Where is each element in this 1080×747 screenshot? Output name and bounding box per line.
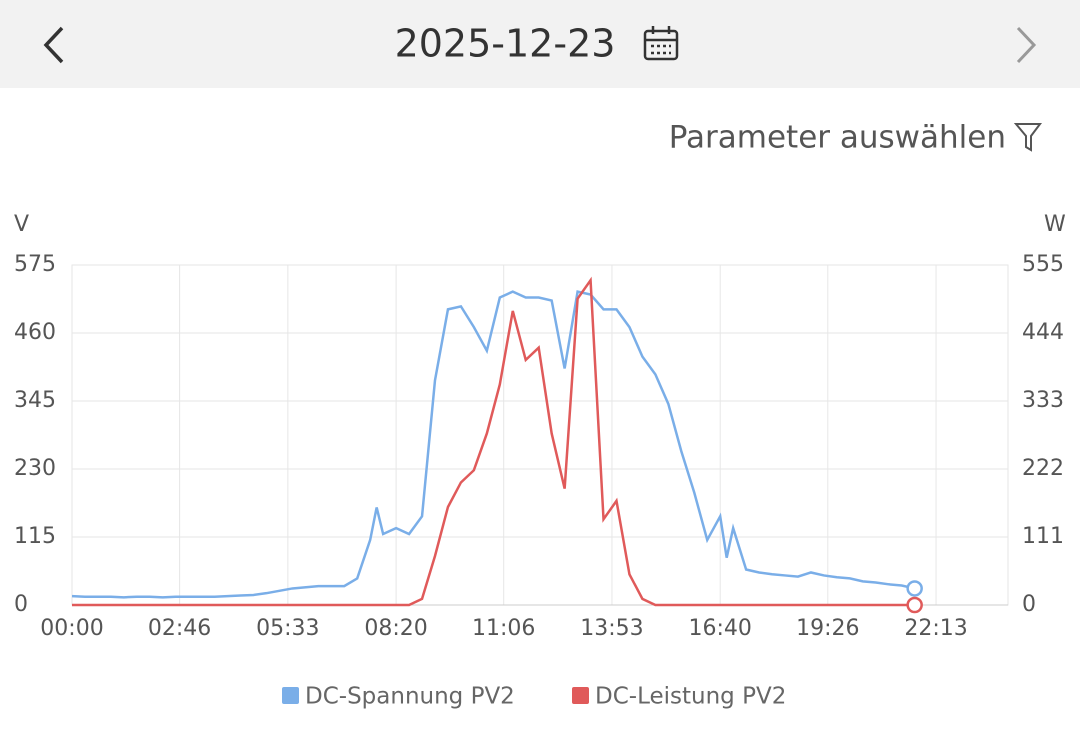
- date: 2025-12-23: [395, 22, 616, 66]
- legend-label: DC-Leistung PV2: [595, 684, 786, 710]
- header-bar: [0, 0, 1080, 88]
- y2-tick-label: 555: [1022, 252, 1064, 277]
- x-tick-label: 22:13: [904, 616, 967, 641]
- legend-label: DC-Spannung PV2: [305, 684, 515, 710]
- y2-tick-label: 444: [1022, 320, 1064, 345]
- y2-tick-label: 333: [1022, 388, 1064, 413]
- forward-button[interactable]: [1016, 26, 1037, 64]
- legend-swatch: [572, 687, 589, 704]
- y-tick-label: 575: [14, 252, 56, 277]
- x-tick-label: 02:46: [148, 616, 211, 641]
- y2-tick-label: 222: [1022, 456, 1064, 481]
- legend-swatch: [282, 687, 299, 704]
- x-tick-label: 00:00: [40, 616, 103, 641]
- series-line: [71, 290, 915, 599]
- back-button[interactable]: [43, 26, 64, 64]
- calendar-button[interactable]: [643, 26, 679, 61]
- x-tick-label: 16:40: [688, 616, 751, 641]
- parameter-select[interactable]: Parameter auswählen: [669, 120, 1006, 156]
- y2-tick-label: 111: [1022, 524, 1064, 549]
- end-point: [906, 580, 923, 597]
- y2-tick-label: 0: [1022, 592, 1036, 617]
- y2-axis-unit: W: [1044, 212, 1066, 237]
- x-tick-label: 08:20: [364, 616, 427, 641]
- y-tick-label: 460: [14, 320, 56, 345]
- y-axis-unit: V: [14, 212, 29, 237]
- x-tick-label: 19:26: [796, 616, 859, 641]
- y-tick-label: 0: [14, 592, 28, 617]
- end-point: [906, 596, 923, 614]
- y-tick-label: 115: [14, 524, 56, 549]
- x-tick-label: 05:33: [256, 616, 319, 641]
- y-tick-label: 345: [14, 388, 56, 413]
- plot-border: [71, 264, 1009, 606]
- series-line: [72, 276, 915, 607]
- y-tick-label: 230: [14, 456, 56, 481]
- x-tick-label: 13:53: [580, 616, 643, 641]
- filter-icon[interactable]: [1013, 123, 1042, 152]
- x-tick-label: 11:06: [472, 616, 535, 641]
